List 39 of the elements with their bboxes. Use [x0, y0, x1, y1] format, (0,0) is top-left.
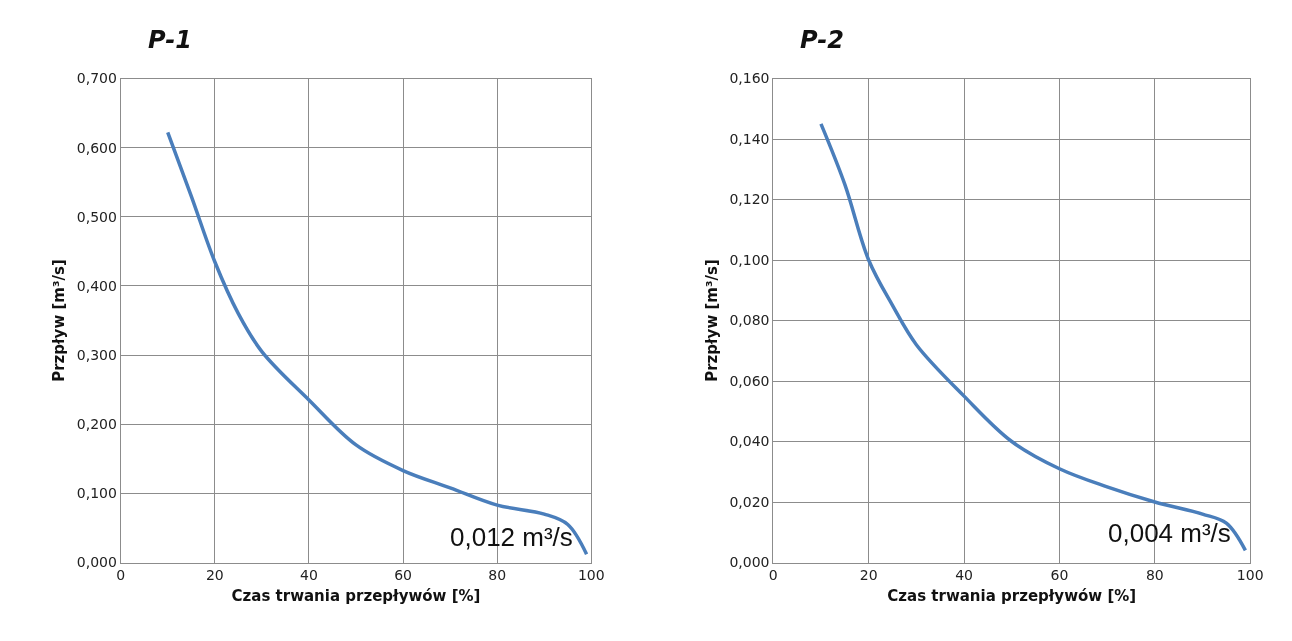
- x-tick-label: 100: [1236, 567, 1264, 584]
- y-tick-label: 0,060: [729, 372, 770, 389]
- x-tick-label: 80: [1145, 567, 1164, 584]
- y-tick-label: 0,160: [729, 70, 770, 87]
- line-series: [819, 122, 1248, 553]
- line-series: [165, 130, 589, 556]
- x-tick-label: 20: [859, 567, 878, 584]
- y-tick-label: 0,000: [76, 554, 117, 571]
- y-tick-label: 0,600: [76, 139, 117, 156]
- y-tick-label: 0,400: [76, 277, 117, 294]
- x-tick-label: 0: [768, 567, 778, 584]
- annotation: 0,012 m³/s: [450, 522, 573, 552]
- chart-title: P-1: [148, 26, 192, 54]
- y-axis-title: Przpływ [m³/s]: [50, 259, 69, 382]
- x-tick-label: 20: [205, 567, 224, 584]
- x-tick-label: 40: [955, 567, 973, 584]
- y-tick-label: 0,100: [729, 251, 770, 268]
- y-tick-label: 0,300: [76, 346, 117, 363]
- x-tick-label: 40: [300, 567, 318, 584]
- y-tick-label: 0,500: [76, 208, 117, 225]
- y-tick-label: 0,000: [729, 554, 770, 571]
- y-tick-label: 0,120: [729, 191, 770, 208]
- x-tick-label: 60: [394, 567, 412, 584]
- x-axis-title: Czas trwania przepływów [%]: [231, 587, 481, 606]
- y-tick-label: 0,140: [729, 130, 770, 147]
- x-axis-title: Czas trwania przepływów [%]: [887, 587, 1137, 606]
- y-tick-label: 0,040: [729, 433, 770, 450]
- y-tick-label: 0,700: [76, 70, 117, 87]
- annotation: 0,004 m³/s: [1108, 518, 1231, 548]
- x-tick-label: 60: [1050, 567, 1069, 584]
- y-tick-label: 0,200: [76, 416, 117, 433]
- y-tick-label: 0,080: [729, 312, 770, 329]
- y-tick-label: 0,100: [76, 485, 117, 502]
- x-tick-label: 80: [488, 567, 507, 584]
- chart-title: P-2: [800, 26, 844, 54]
- y-tick-label: 0,020: [729, 493, 770, 510]
- x-tick-label: 100: [577, 567, 605, 584]
- y-axis-title: Przpływ [m³/s]: [702, 259, 721, 382]
- x-tick-label: 0: [116, 567, 126, 584]
